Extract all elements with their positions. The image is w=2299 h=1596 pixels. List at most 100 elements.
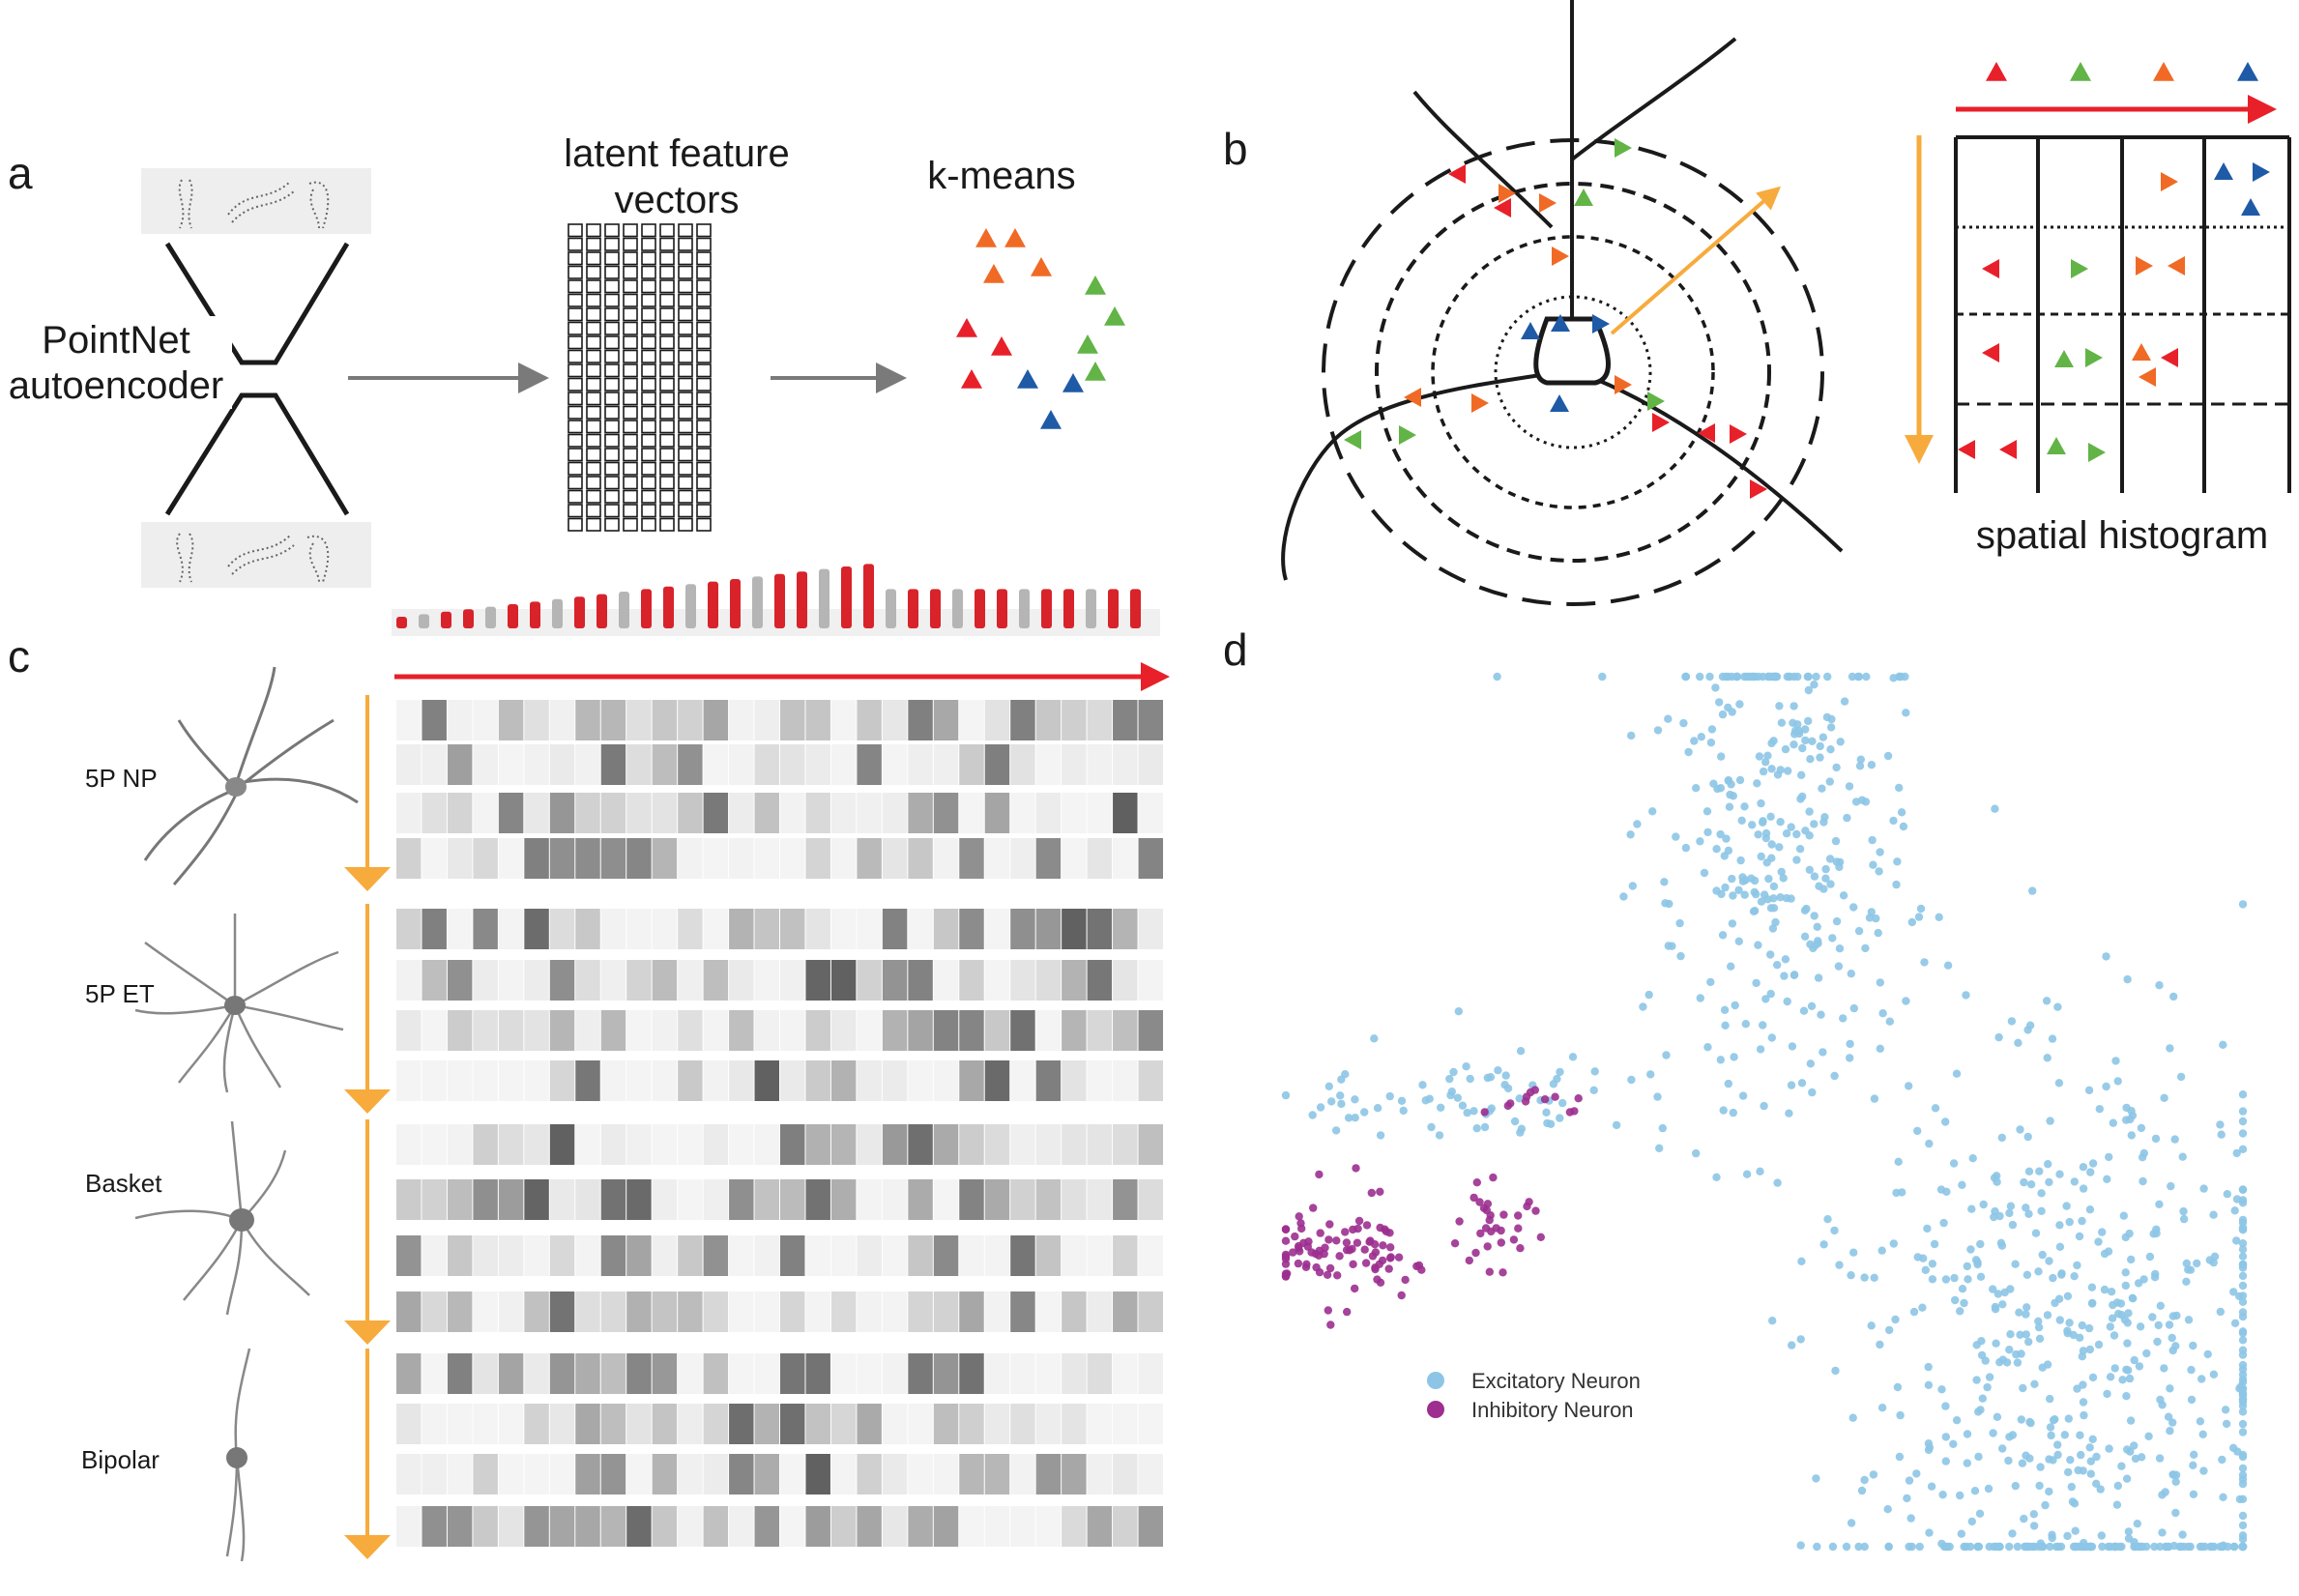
heatmap-cell bbox=[524, 700, 549, 740]
synapse-triangle-red bbox=[1730, 424, 1747, 444]
point-excitatory bbox=[1805, 807, 1814, 816]
point-inhibitory bbox=[1455, 1217, 1464, 1226]
point-excitatory bbox=[1796, 1335, 1805, 1344]
point-excitatory bbox=[1385, 1091, 1394, 1101]
heatmap-cell bbox=[908, 700, 933, 740]
latent-cell bbox=[604, 279, 620, 294]
point-excitatory bbox=[2042, 997, 2052, 1005]
point-excitatory bbox=[2171, 1477, 2180, 1487]
point-excitatory bbox=[2137, 1123, 2146, 1133]
heatmap-cell bbox=[882, 1353, 908, 1394]
spine-shape bbox=[663, 586, 674, 628]
histogram-triangle-red bbox=[1958, 440, 1975, 459]
heatmap-cell bbox=[1010, 744, 1035, 785]
point-excitatory bbox=[2238, 1252, 2248, 1261]
point-excitatory bbox=[1997, 1133, 2006, 1143]
latent-cell bbox=[586, 335, 601, 350]
point-excitatory bbox=[1802, 904, 1811, 914]
point-excitatory bbox=[1281, 1090, 1291, 1100]
heatmap-cell bbox=[780, 700, 805, 740]
point-excitatory bbox=[1767, 739, 1776, 748]
point-excitatory bbox=[2168, 1418, 2177, 1427]
point-excitatory bbox=[2193, 1259, 2201, 1268]
heatmap-cell bbox=[422, 1353, 447, 1394]
point-excitatory bbox=[2238, 1542, 2248, 1552]
point-excitatory bbox=[1700, 868, 1709, 878]
point-excitatory bbox=[1817, 1010, 1825, 1019]
heatmap-cell bbox=[984, 960, 1010, 1001]
heatmap-cell bbox=[1113, 838, 1138, 879]
latent-cell bbox=[659, 517, 675, 532]
input-pointcloud-shapes bbox=[178, 179, 330, 229]
point-inhibitory bbox=[1304, 1237, 1313, 1246]
panel-a-letter: a bbox=[8, 148, 33, 198]
point-excitatory bbox=[2088, 1373, 2098, 1382]
heatmap-cell bbox=[1113, 1404, 1138, 1444]
heatmap-cell bbox=[1138, 1235, 1163, 1276]
latent-cell bbox=[604, 251, 620, 266]
heatmap-cell bbox=[473, 700, 498, 740]
point-excitatory bbox=[2070, 1177, 2079, 1186]
panel-c-letter: c bbox=[8, 631, 30, 682]
heatmap-cell bbox=[396, 1291, 422, 1332]
point-excitatory bbox=[2142, 1349, 2151, 1358]
point-excitatory bbox=[1721, 1021, 1730, 1030]
latent-cell bbox=[678, 433, 693, 448]
point-excitatory bbox=[1598, 672, 1607, 682]
heatmap-cell bbox=[524, 1404, 549, 1444]
point-excitatory bbox=[2087, 1542, 2097, 1552]
heatmap-cell bbox=[830, 1291, 857, 1332]
heatmap-cell bbox=[780, 1404, 805, 1444]
heatmap-cell bbox=[754, 909, 779, 949]
point-excitatory bbox=[2075, 1232, 2084, 1241]
heatmap-cell bbox=[575, 1060, 600, 1101]
point-excitatory bbox=[1856, 755, 1866, 764]
heatmap-cell bbox=[908, 1291, 933, 1332]
latent-cell bbox=[567, 461, 583, 476]
latent-cell bbox=[678, 321, 693, 335]
point-excitatory bbox=[1941, 1402, 1950, 1410]
heatmap-cell bbox=[908, 1179, 933, 1220]
heatmap-cell bbox=[1087, 1124, 1113, 1165]
point-excitatory bbox=[1823, 1215, 1832, 1224]
point-excitatory bbox=[2151, 1134, 2161, 1144]
point-excitatory bbox=[2187, 1365, 2196, 1375]
synapse-triangle-blue bbox=[1550, 394, 1569, 412]
point-excitatory bbox=[1869, 1470, 1878, 1479]
latent-cell bbox=[604, 321, 620, 335]
heatmap-cell bbox=[575, 700, 600, 740]
point-inhibitory bbox=[1475, 1198, 1484, 1206]
point-excitatory bbox=[1483, 1073, 1493, 1083]
point-inhibitory bbox=[1281, 1269, 1291, 1278]
point-inhibitory bbox=[1384, 1264, 1393, 1273]
latent-cell bbox=[623, 265, 638, 279]
point-excitatory bbox=[1801, 725, 1810, 734]
heatmap-cell bbox=[396, 960, 422, 1001]
point-excitatory bbox=[2125, 1374, 2135, 1383]
point-inhibitory bbox=[1351, 1284, 1359, 1293]
shell-inner bbox=[1494, 295, 1652, 450]
heatmap-cell bbox=[1138, 793, 1163, 833]
heatmap-cell bbox=[780, 1454, 805, 1494]
point-excitatory bbox=[2038, 1250, 2047, 1260]
point-excitatory bbox=[2055, 1170, 2064, 1178]
heatmap-cell bbox=[549, 1404, 575, 1444]
point-excitatory bbox=[2086, 1457, 2095, 1465]
heatmap-cell bbox=[678, 960, 703, 1001]
heatmap-cell bbox=[857, 1060, 882, 1101]
point-excitatory bbox=[2238, 1225, 2248, 1233]
latent-cell bbox=[623, 377, 638, 392]
point-excitatory bbox=[2065, 1319, 2074, 1327]
heatmap-cell bbox=[626, 838, 652, 879]
point-excitatory bbox=[1558, 1098, 1567, 1108]
point-excitatory bbox=[1612, 1120, 1621, 1130]
heatmap-cell bbox=[805, 744, 830, 785]
latent-cell bbox=[586, 293, 601, 307]
point-inhibitory bbox=[1522, 1092, 1531, 1101]
point-excitatory bbox=[2070, 1272, 2079, 1281]
latent-cell bbox=[641, 420, 656, 434]
point-excitatory bbox=[2045, 1177, 2053, 1187]
heatmap-cell bbox=[447, 1404, 473, 1444]
heatmap-cell bbox=[959, 1404, 984, 1444]
point-excitatory bbox=[1808, 1088, 1817, 1097]
